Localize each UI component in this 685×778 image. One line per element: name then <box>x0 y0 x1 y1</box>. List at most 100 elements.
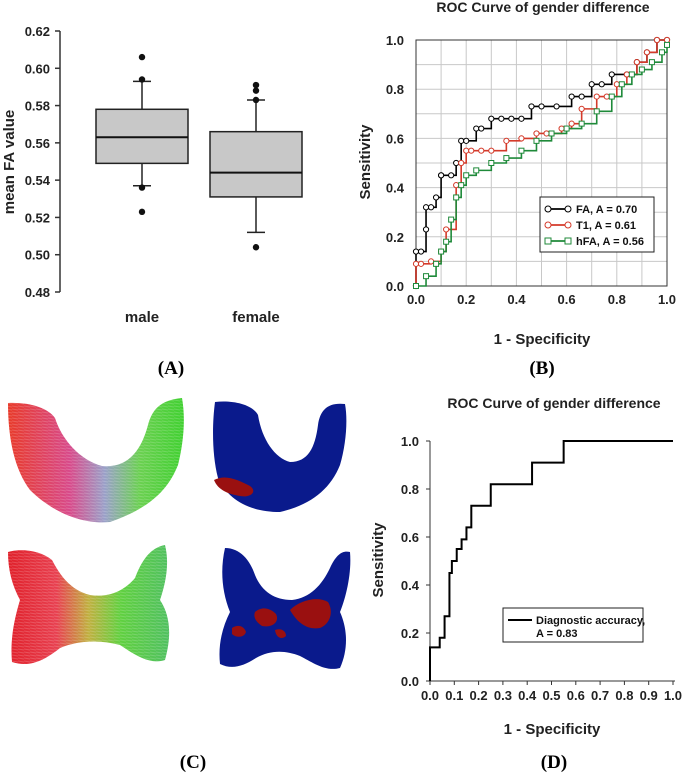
data-point <box>473 125 480 132</box>
legend-marker <box>544 237 552 245</box>
data-point <box>643 49 651 56</box>
boxplot-chart: 0.48 0.50 0.52 0.54 0.56 0.58 0.60 0.62 mean FA… <box>1 24 303 326</box>
data-point <box>432 194 440 201</box>
chart-title-d: ROC Curve of gender difference <box>447 395 660 411</box>
legend-marker <box>544 205 552 213</box>
data-point <box>533 130 540 137</box>
data-point <box>518 135 525 142</box>
y-tick-label: 0.50 <box>25 248 50 263</box>
fiber-tractography-female <box>8 545 170 665</box>
series-2 <box>413 41 670 289</box>
legend-marker <box>544 221 552 229</box>
y-tick-label: 0.2 <box>401 626 419 641</box>
data-point <box>417 248 425 255</box>
panel-label-d: (D) <box>541 752 567 773</box>
y-tick-label: 0.0 <box>386 279 404 294</box>
x-tick-label: 0.6 <box>558 292 576 307</box>
data-point <box>443 238 450 245</box>
x-tick-label: 0.2 <box>470 688 488 703</box>
data-point <box>603 93 610 100</box>
chart-title-b: ROC Curve of gender difference <box>436 0 649 15</box>
x-category-label: male <box>125 309 159 326</box>
x-tick-label: 1.0 <box>658 292 676 307</box>
y-tick-label: 1.0 <box>401 434 419 449</box>
data-point <box>488 160 495 166</box>
y-tick-label: 0.58 <box>25 99 50 114</box>
legend-marker <box>564 205 572 213</box>
fa-difference-map-female <box>219 548 351 669</box>
roc-chart-multi: ROC Curve of gender difference 0.0 0.2 0.4… <box>357 0 676 348</box>
data-point <box>568 120 575 127</box>
x-tick-label: 1.0 <box>664 688 682 703</box>
y-tick-label: 0.4 <box>401 578 420 593</box>
y-tick-label: 1.0 <box>386 33 404 48</box>
data-point <box>427 204 435 211</box>
data-point <box>422 226 430 233</box>
data-point <box>478 147 485 154</box>
data-point <box>412 260 420 267</box>
data-point <box>427 258 435 265</box>
x-tick-label: 0.4 <box>507 292 526 307</box>
legend-marker <box>564 237 572 245</box>
data-point <box>453 194 460 201</box>
legend-d: Diagnostic accuracy, A = 0.83 <box>502 607 645 643</box>
data-point <box>443 226 450 233</box>
data-point <box>568 93 575 100</box>
y-tick-label: 0.62 <box>25 24 50 39</box>
legend-label: FA, A = 0.70 <box>576 204 637 216</box>
data-point <box>588 81 595 88</box>
data-point <box>578 105 585 112</box>
data-point <box>448 216 455 223</box>
y-tick-label: 0.2 <box>386 230 404 245</box>
data-point <box>633 59 640 66</box>
fiber-tractography-male <box>8 398 184 523</box>
x-category-label: female <box>232 309 280 326</box>
data-point <box>533 137 540 144</box>
data-point <box>613 81 620 88</box>
x-tick-label: 0.9 <box>640 688 658 703</box>
data-point <box>593 108 600 115</box>
y-tick-label: 0.8 <box>386 82 404 97</box>
y-axis-label-d: Sensitivity <box>370 522 387 598</box>
data-point <box>458 137 465 144</box>
data-point <box>658 49 665 56</box>
data-point <box>648 59 655 66</box>
data-point <box>518 115 525 122</box>
data-point <box>618 81 625 88</box>
y-tick-label: 0.52 <box>25 210 50 225</box>
x-tick-label: 0.1 <box>445 688 463 703</box>
data-point <box>518 147 525 154</box>
data-point <box>608 71 615 78</box>
data-point <box>463 147 470 154</box>
box-male <box>95 53 189 216</box>
y-axis-label: mean FA value <box>1 110 18 215</box>
data-point <box>553 103 560 110</box>
roc-curve <box>429 440 673 681</box>
data-point <box>458 159 465 167</box>
data-point <box>608 93 615 100</box>
data-point <box>463 137 470 144</box>
data-point <box>458 182 465 189</box>
y-tick-label: 0.4 <box>386 181 405 196</box>
x-tick-label: 0.6 <box>567 688 585 703</box>
data-point <box>578 93 585 100</box>
data-point <box>422 204 430 211</box>
iqr-box <box>209 130 303 198</box>
data-point <box>593 93 600 100</box>
x-tick-label: 0.4 <box>518 688 537 703</box>
x-tick-label: 0.7 <box>591 688 609 703</box>
y-tick-label: 0.48 <box>25 285 50 300</box>
data-point <box>417 260 425 267</box>
panel-label-b: (B) <box>529 358 554 379</box>
x-axis-label-b: 1 - Specificity <box>494 331 591 348</box>
fa-difference-map-male <box>213 401 347 512</box>
y-tick-label: 0.6 <box>401 530 419 545</box>
y-tick-label: 0.6 <box>386 131 404 146</box>
data-point <box>508 115 515 122</box>
y-tick-label: 0.60 <box>25 61 50 76</box>
legend-b: FA, A = 0.70 T1, A = 0.61 hFA, A = 0.56 <box>539 196 655 253</box>
data-point <box>453 159 460 167</box>
legend-label-d: Diagnostic accuracy, <box>536 615 645 627</box>
data-point <box>433 260 440 267</box>
outlier-point <box>138 184 146 191</box>
